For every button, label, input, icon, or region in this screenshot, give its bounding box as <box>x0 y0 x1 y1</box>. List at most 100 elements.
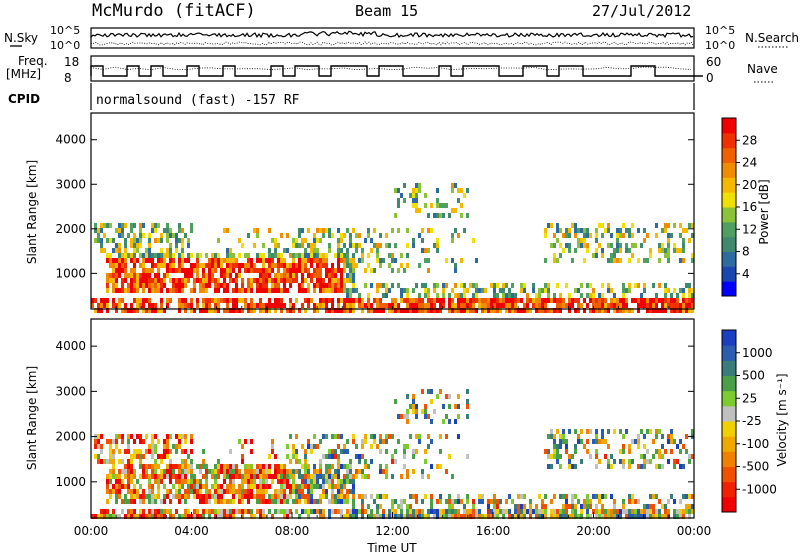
heatmap-cell <box>289 263 292 268</box>
heatmap-cell <box>226 273 229 278</box>
heatmap-cell <box>109 439 112 444</box>
heatmap-cell <box>415 308 418 313</box>
heatmap-cell <box>208 489 211 494</box>
colorbar-tick-label: -1000 <box>742 482 777 496</box>
heatmap-cell <box>178 258 181 263</box>
heatmap-cell <box>619 449 622 454</box>
heatmap-cell <box>328 509 331 514</box>
heatmap-cell <box>328 273 331 278</box>
heatmap-cell <box>151 494 154 499</box>
colorbar-tick-label: 25 <box>742 391 757 405</box>
heatmap-cell <box>181 459 184 464</box>
heatmap-cell <box>529 308 532 313</box>
colorbar-tick-label: -100 <box>742 437 769 451</box>
heatmap-cell <box>559 439 562 444</box>
heatmap-cell <box>601 494 604 499</box>
heatmap-cell <box>532 303 535 308</box>
heatmap-cell <box>325 494 328 499</box>
heatmap-cell <box>490 308 493 313</box>
heatmap-cell <box>511 293 514 298</box>
heatmap-cell <box>421 238 424 243</box>
heatmap-cell <box>688 288 691 293</box>
heatmap-cell <box>544 283 547 288</box>
heatmap-cell <box>307 243 310 248</box>
heatmap-cell <box>286 514 289 519</box>
heatmap-cell <box>622 459 625 464</box>
heatmap-cell <box>241 484 244 489</box>
heatmap-cell <box>340 278 343 283</box>
heatmap-cell <box>223 278 226 283</box>
heatmap-cell <box>292 238 295 243</box>
heatmap-cell <box>592 439 595 444</box>
heatmap-cell <box>388 303 391 308</box>
heatmap-cell <box>637 228 640 233</box>
heatmap-cell <box>274 489 277 494</box>
heatmap-cell <box>622 444 625 449</box>
y-tick-label: 4000 <box>55 133 86 147</box>
heatmap-cell <box>403 414 406 419</box>
heatmap-cell <box>133 494 136 499</box>
heatmap-cell <box>238 298 241 303</box>
heatmap-cell <box>655 514 658 519</box>
heatmap-cell <box>145 253 148 258</box>
heatmap-cell <box>430 228 433 233</box>
heatmap-cell <box>454 404 457 409</box>
heatmap-cell <box>499 303 502 308</box>
heatmap-cell <box>619 243 622 248</box>
heatmap-cell <box>652 504 655 509</box>
heatmap-cell <box>607 258 610 263</box>
heatmap-cell <box>127 499 130 504</box>
heatmap-cell <box>658 514 661 519</box>
heatmap-cell <box>370 303 373 308</box>
heatmap-cell <box>379 504 382 509</box>
heatmap-cell <box>241 509 244 514</box>
heatmap-cell <box>403 449 406 454</box>
heatmap-cell <box>292 303 295 308</box>
heatmap-cell <box>388 243 391 248</box>
heatmap-cell <box>595 253 598 258</box>
heatmap-cell <box>559 434 562 439</box>
heatmap-cell <box>97 228 100 233</box>
heatmap-cell <box>328 288 331 293</box>
heatmap-cell <box>202 494 205 499</box>
heatmap-cell <box>163 474 166 479</box>
heatmap-cell <box>289 273 292 278</box>
heatmap-cell <box>412 203 415 208</box>
heatmap-cell <box>415 404 418 409</box>
heatmap-cell <box>688 223 691 228</box>
heatmap-cell <box>409 514 412 519</box>
heatmap-cell <box>385 474 388 479</box>
heatmap-cell <box>667 248 670 253</box>
heatmap-cell <box>379 434 382 439</box>
heatmap-cell <box>214 278 217 283</box>
heatmap-cell <box>106 273 109 278</box>
heatmap-cell <box>199 308 202 313</box>
heatmap-cell <box>595 449 598 454</box>
heatmap-cell <box>604 514 607 519</box>
heatmap-cell <box>574 504 577 509</box>
heatmap-cell <box>331 278 334 283</box>
heatmap-cell <box>442 514 445 519</box>
heatmap-cell <box>211 469 214 474</box>
heatmap-cell <box>406 419 409 424</box>
heatmap-cell <box>304 469 307 474</box>
heatmap-cell <box>118 489 121 494</box>
heatmap-cell <box>100 308 103 313</box>
heatmap-cell <box>334 509 337 514</box>
heatmap-cell <box>328 474 331 479</box>
heatmap-cell <box>259 258 262 263</box>
heatmap-cell <box>358 459 361 464</box>
heatmap-cell <box>256 474 259 479</box>
heatmap-cell <box>649 429 652 434</box>
noise-right-tick-top: 10^5 <box>705 24 735 37</box>
heatmap-cell <box>355 243 358 248</box>
heatmap-cell <box>247 499 250 504</box>
colorbar-swatch <box>722 436 736 452</box>
heatmap-cell <box>229 489 232 494</box>
heatmap-cell <box>556 429 559 434</box>
colorbar-tick-label: 500 <box>742 369 765 383</box>
heatmap-cell <box>664 223 667 228</box>
heatmap-cell <box>553 494 556 499</box>
heatmap-cell <box>106 298 109 303</box>
